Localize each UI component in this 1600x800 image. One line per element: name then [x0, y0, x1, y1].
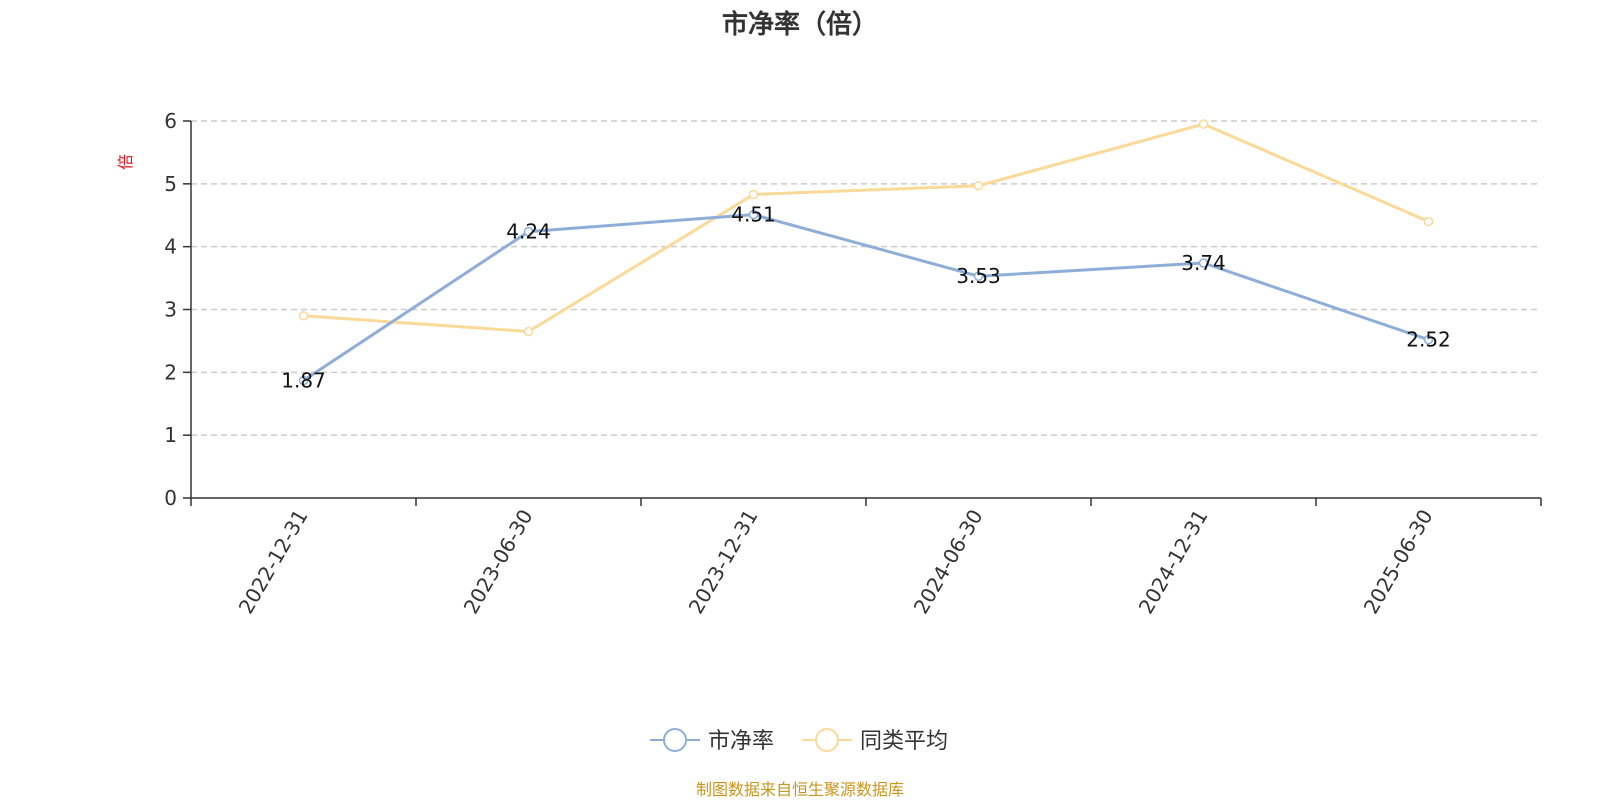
- y-tick-label: 4: [164, 235, 177, 259]
- y-tick-label: 5: [164, 172, 177, 196]
- y-tick-label: 3: [164, 298, 177, 322]
- legend-marker: [663, 728, 687, 752]
- y-axis-ticks: 0 1 2 3 4 5 6: [164, 109, 191, 510]
- x-tick-label: 2023-12-31: [684, 505, 763, 618]
- grid-lines: [191, 120, 1541, 436]
- series-line-1: [302, 213, 1429, 382]
- data-label: 2.52: [1406, 328, 1451, 352]
- legend-marker: [815, 728, 839, 752]
- y-axis-label: 倍: [116, 154, 135, 170]
- data-point[interactable]: [523, 226, 534, 237]
- data-point[interactable]: [1423, 216, 1434, 227]
- series-group: [298, 119, 1434, 386]
- x-axis-ticks: 2022-12-31 2023-06-30 2023-12-31 2024-06-30…: [190, 498, 1542, 618]
- y-tick-label: 6: [164, 109, 177, 133]
- legend-label: 市净率: [708, 729, 774, 754]
- x-tick-label: 2025-06-30: [1359, 505, 1438, 618]
- x-tick-label: 2024-06-30: [909, 505, 988, 618]
- data-point[interactable]: [973, 271, 984, 281]
- data-point[interactable]: [1198, 258, 1209, 268]
- data-label: 3.74: [1181, 251, 1226, 275]
- y-tick-label: 0: [164, 486, 177, 510]
- legend-item-1[interactable]: 市净率: [650, 728, 774, 754]
- x-tick-label: 2022-12-31: [234, 505, 313, 618]
- data-label: 1.87: [281, 369, 326, 393]
- data-label: 4.51: [731, 203, 776, 227]
- legend-label: 同类平均: [860, 729, 948, 754]
- y-tick-label: 1: [164, 423, 177, 447]
- data-point[interactable]: [298, 375, 309, 386]
- legend-item-2[interactable]: 同类平均: [802, 728, 948, 754]
- x-tick-label: 2024-12-31: [1134, 505, 1213, 618]
- data-point[interactable]: [1423, 334, 1434, 345]
- data-point[interactable]: [1198, 119, 1209, 129]
- x-tick-label: 2023-06-30: [459, 505, 538, 618]
- data-point[interactable]: [523, 326, 534, 337]
- chart-title: 市净率（倍）: [722, 9, 878, 40]
- data-source-note: 制图数据来自恒生聚源数据库: [696, 780, 904, 799]
- legend[interactable]: 市净率 同类平均: [650, 728, 948, 754]
- data-point[interactable]: [298, 311, 309, 321]
- data-labels: 1.87 4.24 4.51 3.53 3.74 2.52: [281, 203, 1451, 393]
- series-line-2: [303, 122, 1430, 333]
- data-point[interactable]: [748, 209, 759, 220]
- data-point[interactable]: [748, 189, 759, 200]
- data-label: 4.24: [506, 220, 551, 244]
- data-label: 3.53: [956, 264, 1001, 288]
- y-tick-label: 2: [164, 360, 177, 384]
- data-point[interactable]: [973, 180, 984, 191]
